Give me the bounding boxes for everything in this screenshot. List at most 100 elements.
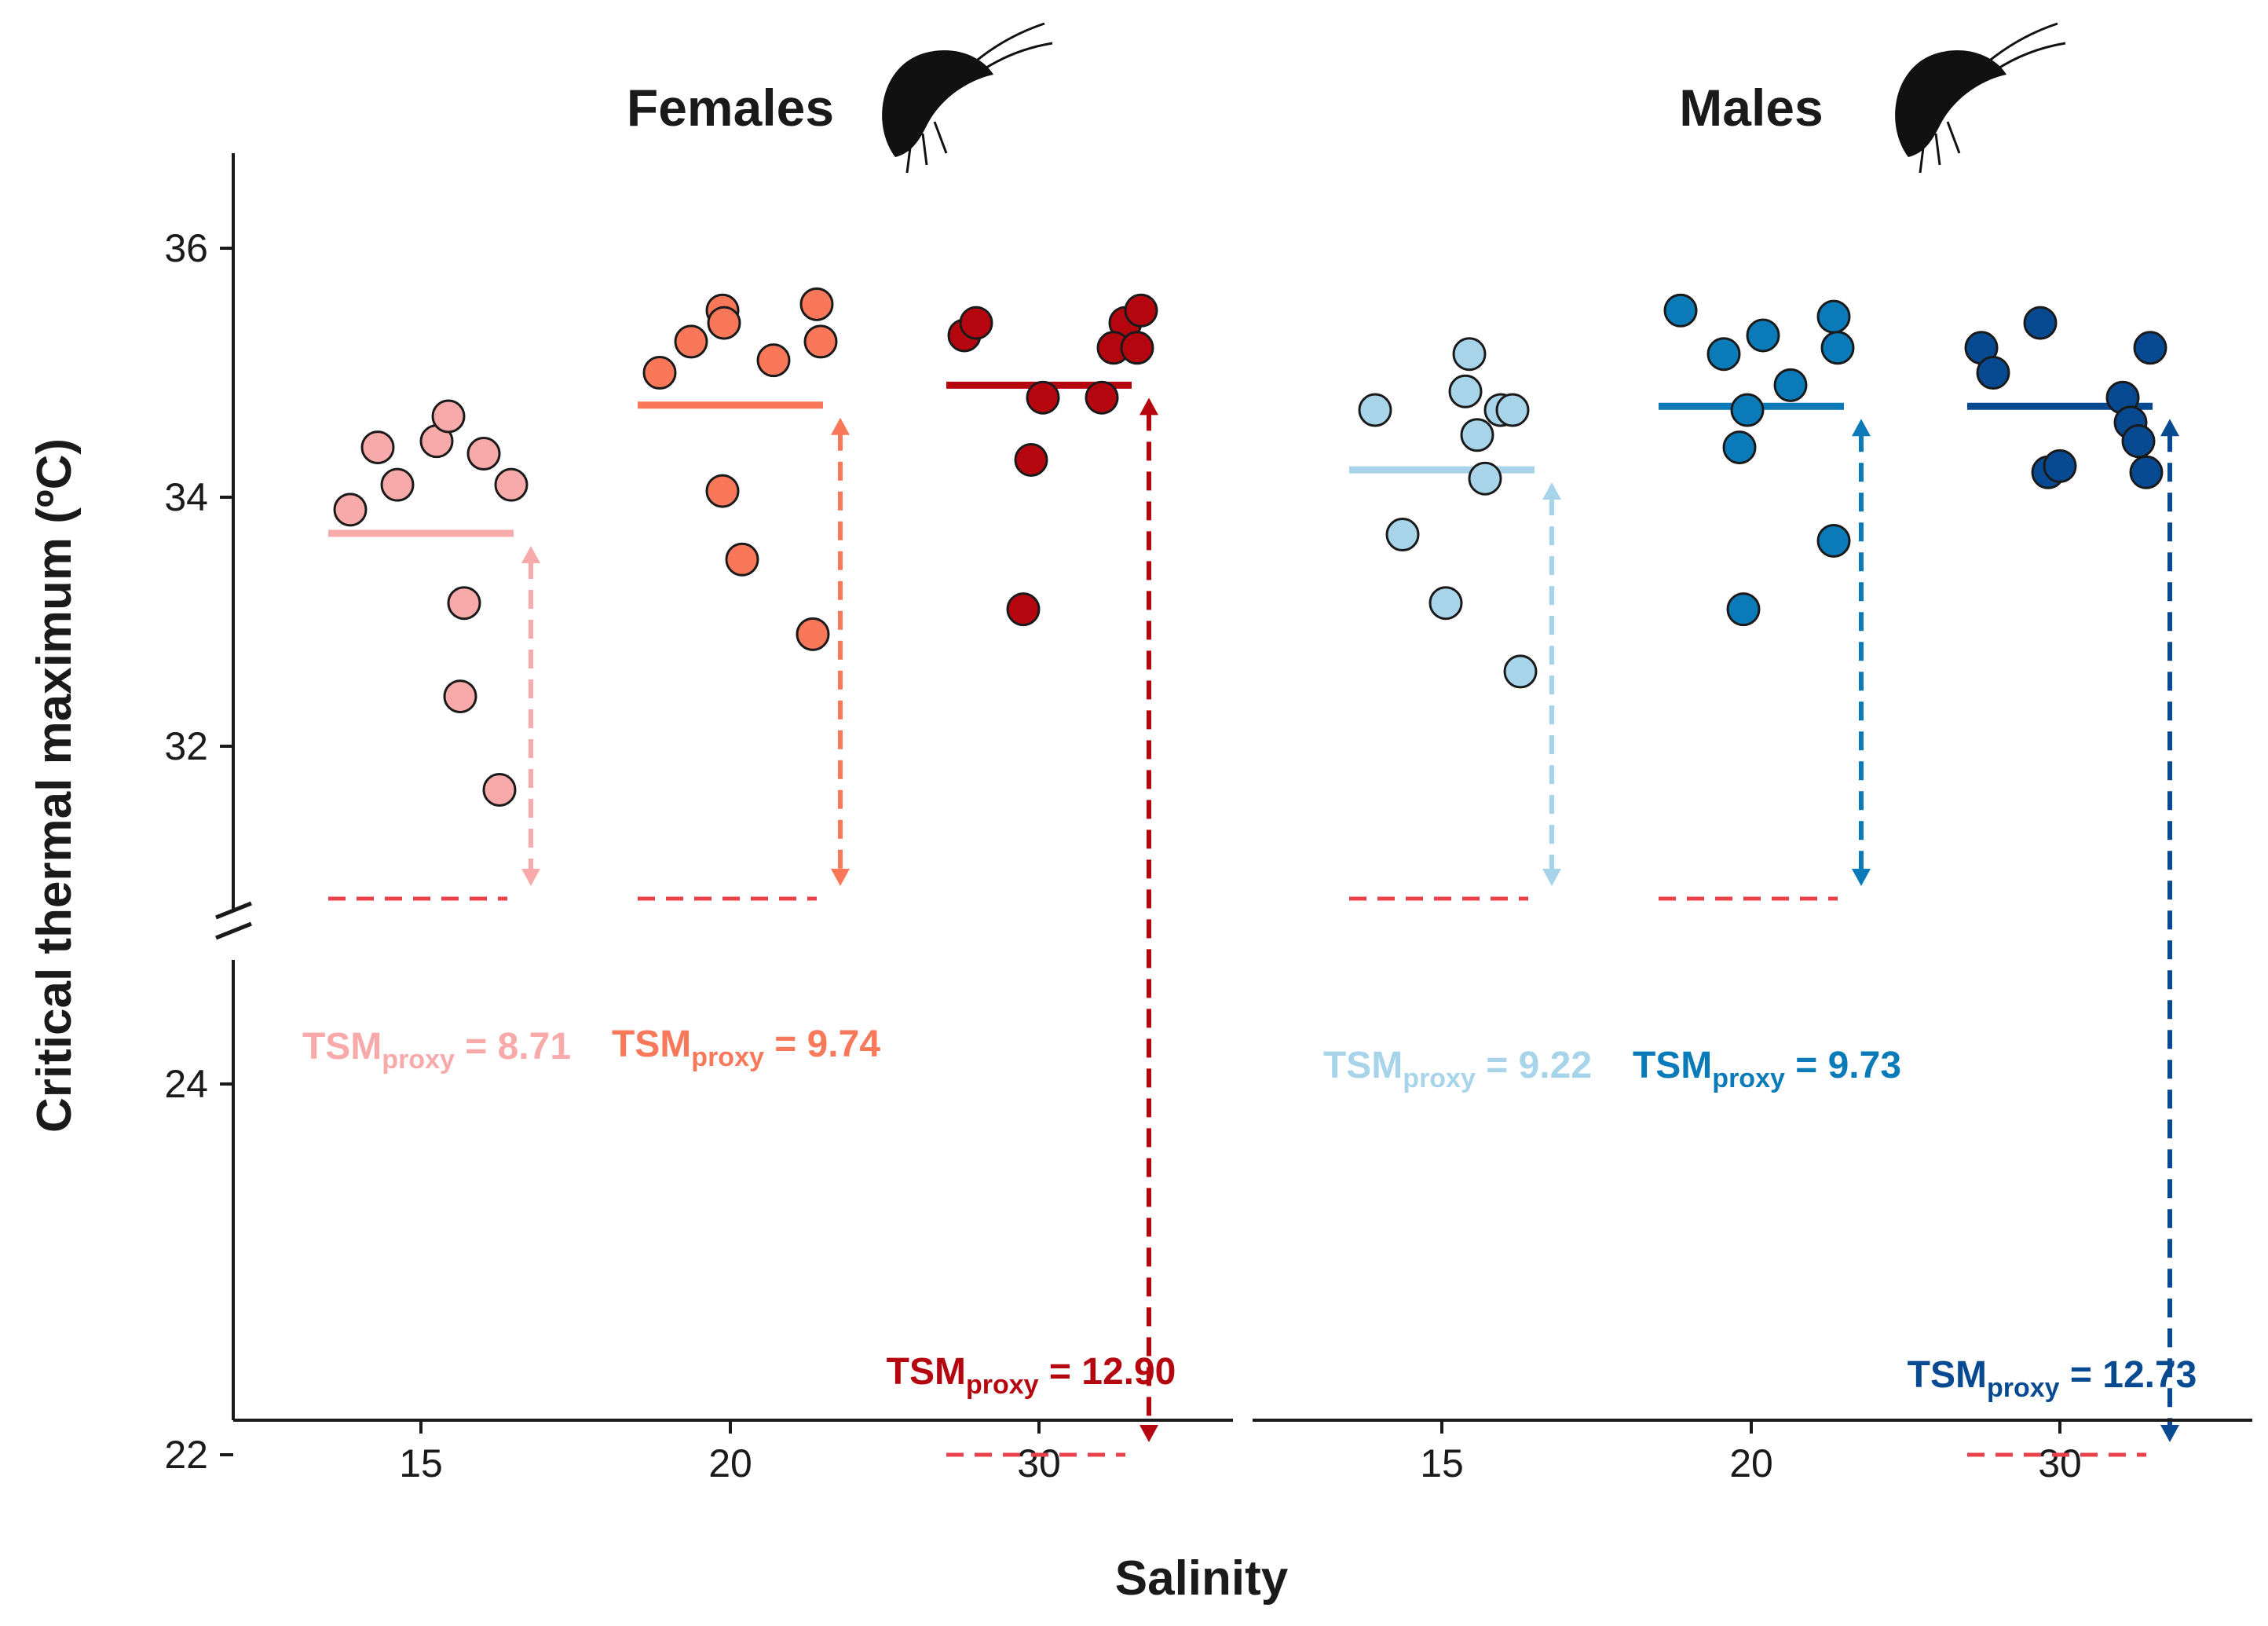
amphipod-icon xyxy=(882,22,1053,174)
data-point xyxy=(1006,592,1041,627)
data-point xyxy=(1014,442,1048,477)
x-tick-label: 30 xyxy=(2038,1441,2082,1485)
data-point xyxy=(380,467,415,502)
tsm-label-main: TSM xyxy=(302,1026,382,1068)
data-point xyxy=(443,679,477,714)
tsm-arrow-head-up xyxy=(2160,419,2179,437)
amphipod-antennae xyxy=(973,22,1053,72)
y-tick-label: 22 xyxy=(164,1433,208,1477)
data-point xyxy=(725,542,759,577)
tsm-label-value: = 9.73 xyxy=(1785,1045,1901,1086)
tsm-label: TSMproxy = 12.73 xyxy=(1908,1354,2197,1403)
data-point xyxy=(1773,368,1808,402)
amphipod-body xyxy=(1895,50,2006,157)
tsm-arrow-head-up xyxy=(1139,397,1158,416)
y-ticks: 36 34 32 24 22 xyxy=(164,226,233,1477)
panel-title: Males xyxy=(1679,79,1823,137)
data-point xyxy=(803,324,838,359)
data-point xyxy=(1816,299,1851,334)
y-tick-label: 32 xyxy=(164,724,208,768)
tsm-label: TSMproxy = 9.22 xyxy=(1323,1045,1592,1093)
amphipod-legs xyxy=(1919,121,1961,174)
y-tick-label: 36 xyxy=(164,226,208,270)
data-point xyxy=(707,306,741,340)
data-point xyxy=(1120,331,1154,365)
amphipod-antennae xyxy=(1986,22,2066,72)
data-point xyxy=(1816,523,1851,558)
tsm-label-main: TSM xyxy=(612,1024,691,1065)
y-axis-label: Critical thermal maximum (ºC) xyxy=(27,438,82,1133)
group-salinity-15: 15 TSMproxy = 8.71 xyxy=(302,399,571,1485)
group-salinity-30: 30 TSMproxy = 12.73 xyxy=(1908,306,2197,1485)
data-point xyxy=(1730,393,1765,427)
data-point xyxy=(674,324,708,359)
data-point xyxy=(2133,331,2167,365)
tsm-label-value: = 9.74 xyxy=(764,1024,880,1065)
tsm-label-sub: proxy xyxy=(1403,1064,1476,1093)
data-point xyxy=(1503,654,1538,689)
tsm-label-sub: proxy xyxy=(382,1045,455,1075)
x-axis-label: Salinity xyxy=(1115,1551,1289,1606)
data-point xyxy=(1976,356,2010,390)
data-point xyxy=(431,399,466,434)
tsm-label-value: = 12.90 xyxy=(1039,1351,1176,1393)
axes xyxy=(215,153,2252,1422)
tsm-label-sub: proxy xyxy=(966,1370,1039,1400)
tsm-arrow-head-down xyxy=(1542,869,1561,886)
data-point xyxy=(1746,318,1780,353)
data-point xyxy=(1820,331,1855,365)
data-point xyxy=(1385,518,1420,552)
amphipod-legs xyxy=(905,121,948,174)
data-point xyxy=(1706,337,1741,372)
group-salinity-20: 20 TSMproxy = 9.74 xyxy=(612,287,880,1485)
data-point xyxy=(1460,418,1494,452)
amphipod-body xyxy=(882,50,993,157)
data-point xyxy=(360,430,395,465)
tsm-label-main: TSM xyxy=(1908,1354,1987,1396)
data-point xyxy=(1722,430,1757,465)
data-point xyxy=(2023,306,2058,340)
data-point xyxy=(1358,393,1392,427)
data-point xyxy=(1468,461,1502,496)
data-point xyxy=(756,343,791,378)
group-salinity-15: 15 TSMproxy = 9.22 xyxy=(1323,337,1592,1485)
tsm-label-sub: proxy xyxy=(691,1042,764,1072)
data-point xyxy=(466,437,501,471)
tsm-label: TSMproxy = 9.73 xyxy=(1633,1045,1901,1093)
tsm-label-value: = 8.71 xyxy=(455,1026,571,1068)
tsm-label-sub: proxy xyxy=(1987,1373,2060,1403)
data-point xyxy=(1124,293,1158,328)
tsm-arrow-head-down xyxy=(521,869,540,886)
tsm-label-value: = 9.22 xyxy=(1476,1045,1592,1086)
data-point xyxy=(1085,380,1119,415)
data-point xyxy=(1495,393,1530,427)
amphipod-icon xyxy=(1895,22,2066,174)
x-tick-label: 20 xyxy=(708,1441,752,1485)
x-tick-label: 20 xyxy=(1729,1441,1773,1485)
tsm-arrow-head-down xyxy=(1139,1425,1158,1442)
tsm-arrow-head-down xyxy=(831,869,850,886)
x-tick-label: 15 xyxy=(1420,1441,1464,1485)
tsm-label-main: TSM xyxy=(1323,1045,1403,1086)
tsm-label-main: TSM xyxy=(1633,1045,1712,1086)
data-point xyxy=(1428,586,1463,621)
data-point xyxy=(799,287,834,321)
data-point xyxy=(705,474,740,508)
data-point xyxy=(333,493,368,527)
data-point xyxy=(1452,337,1487,372)
tsm-arrow-head-down xyxy=(1852,869,1871,886)
data-point xyxy=(642,356,677,390)
axis-break-marker xyxy=(215,901,252,940)
tsm-arrow-head-up xyxy=(1542,482,1561,500)
data-point xyxy=(482,772,517,807)
y-tick-label: 24 xyxy=(164,1062,208,1106)
tsm-label-sub: proxy xyxy=(1712,1064,1785,1093)
tsm-label-value: = 12.73 xyxy=(2060,1354,2197,1396)
tsm-arrow-head-up xyxy=(521,545,540,563)
tsm-label-main: TSM xyxy=(887,1351,966,1393)
tsm-arrow-head-up xyxy=(831,417,850,435)
data-point xyxy=(1026,380,1060,415)
